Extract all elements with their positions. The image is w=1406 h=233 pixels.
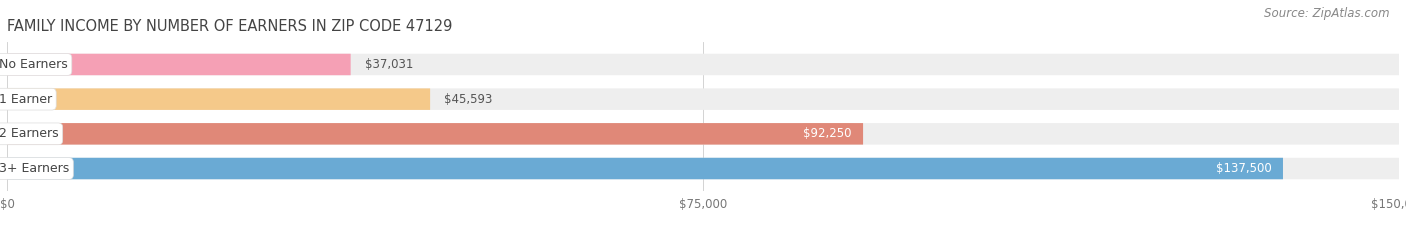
Text: Source: ZipAtlas.com: Source: ZipAtlas.com bbox=[1264, 7, 1389, 20]
Text: $92,250: $92,250 bbox=[803, 127, 852, 140]
FancyBboxPatch shape bbox=[7, 123, 863, 145]
Text: $45,593: $45,593 bbox=[444, 93, 492, 106]
Text: $37,031: $37,031 bbox=[364, 58, 413, 71]
FancyBboxPatch shape bbox=[7, 54, 350, 75]
FancyBboxPatch shape bbox=[7, 88, 430, 110]
Text: 2 Earners: 2 Earners bbox=[0, 127, 58, 140]
Text: $137,500: $137,500 bbox=[1216, 162, 1272, 175]
FancyBboxPatch shape bbox=[7, 158, 1284, 179]
FancyBboxPatch shape bbox=[7, 54, 1399, 75]
Text: 1 Earner: 1 Earner bbox=[0, 93, 52, 106]
Text: 3+ Earners: 3+ Earners bbox=[0, 162, 69, 175]
FancyBboxPatch shape bbox=[7, 123, 1399, 145]
Text: FAMILY INCOME BY NUMBER OF EARNERS IN ZIP CODE 47129: FAMILY INCOME BY NUMBER OF EARNERS IN ZI… bbox=[7, 19, 453, 34]
Text: No Earners: No Earners bbox=[0, 58, 67, 71]
FancyBboxPatch shape bbox=[7, 158, 1399, 179]
FancyBboxPatch shape bbox=[7, 88, 1399, 110]
